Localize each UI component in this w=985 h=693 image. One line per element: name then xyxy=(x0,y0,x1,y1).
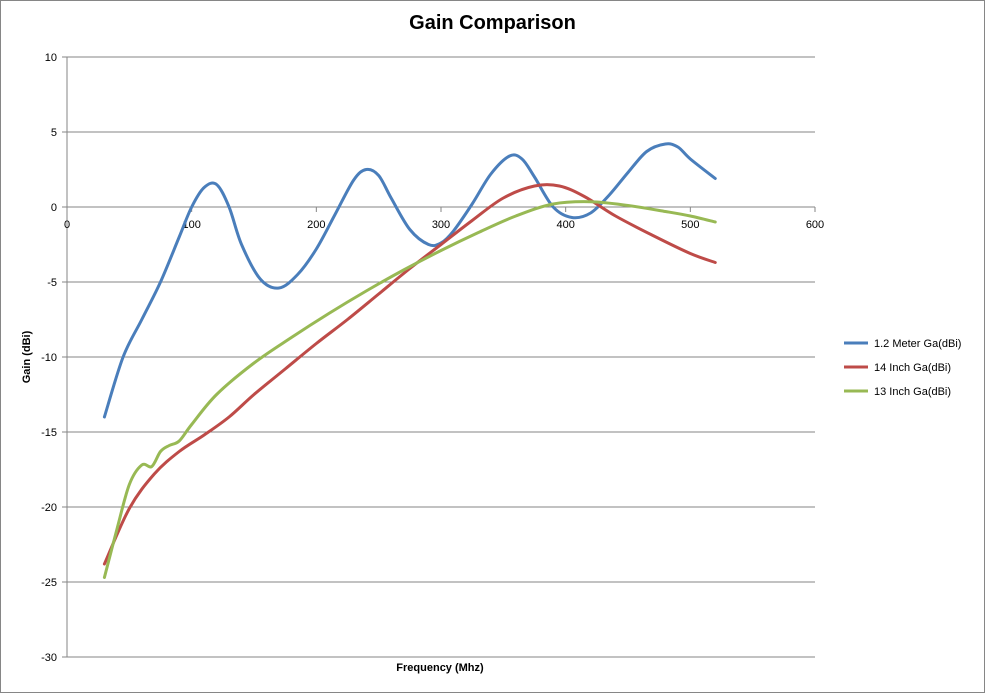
x-tick-label: 400 xyxy=(556,219,574,231)
y-tick-label: 0 xyxy=(51,202,57,214)
x-axis-title: Frequency (Mhz) xyxy=(396,662,484,674)
legend: 1.2 Meter Ga(dBi) 14 Inch Ga(dBi) 13 Inch … xyxy=(844,338,961,398)
y-tick-label: -15 xyxy=(41,427,57,439)
series-line-3 xyxy=(102,200,717,579)
y-tick-label: -30 xyxy=(41,652,57,664)
x-tick-label: 100 xyxy=(182,219,200,231)
y-tick-label: 5 xyxy=(51,127,57,139)
legend-label-3: 13 Inch Ga(dBi) xyxy=(874,386,951,398)
series-line-1 xyxy=(102,142,717,419)
y-tick-label: -25 xyxy=(41,577,57,589)
y-tick-label: -10 xyxy=(41,352,57,364)
y-tick-label: -5 xyxy=(47,277,57,289)
x-tick-label: 600 xyxy=(806,219,824,231)
legend-label-1: 1.2 Meter Ga(dBi) xyxy=(874,338,961,350)
tick-labels: 10 5 0 -5 -10 -15 -20 -25 -30 0 100 200 300 400 500 600 xyxy=(41,52,824,664)
x-tick-label: 500 xyxy=(681,219,699,231)
x-tick-label: 0 xyxy=(64,219,70,231)
series-lines xyxy=(102,142,717,579)
x-tick-label: 200 xyxy=(307,219,325,231)
y-axis-title: Gain (dBi) xyxy=(21,330,33,383)
y-tick-label: 10 xyxy=(45,52,57,64)
chart-title: Gain Comparison xyxy=(409,12,576,34)
gridlines xyxy=(67,56,815,658)
legend-label-2: 14 Inch Ga(dBi) xyxy=(874,362,951,374)
series-line-2 xyxy=(102,183,717,566)
y-tick-label: -20 xyxy=(41,502,57,514)
x-tick-label: 300 xyxy=(432,219,450,231)
